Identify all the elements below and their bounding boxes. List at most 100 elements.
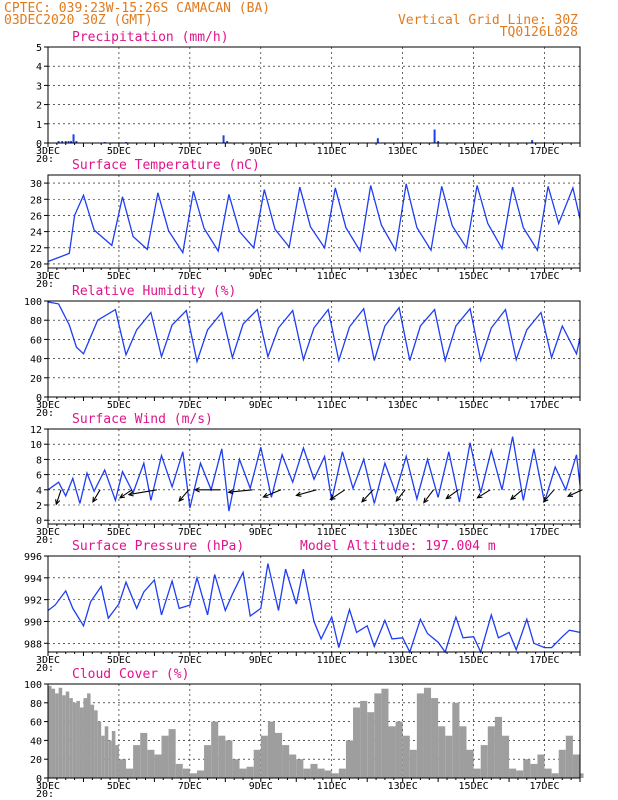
precip-xtick-label: 13DEC <box>388 146 418 157</box>
cloud-bar <box>133 745 141 778</box>
cloud-bar <box>97 721 102 778</box>
cloud-bar <box>466 749 474 778</box>
precip-ytick-label: 4 <box>36 62 42 73</box>
wind-arrow <box>361 489 374 503</box>
wind-arrow-head <box>542 496 549 503</box>
cloud-ytick-label: 100 <box>24 680 42 691</box>
cloud-bar <box>274 732 283 778</box>
cloud-bar <box>409 749 417 778</box>
precip-bar <box>531 140 534 143</box>
cloud-bar <box>65 691 70 778</box>
pressure-xtick-label: 3DEC <box>36 655 60 666</box>
precip-ytick-label: 2 <box>36 101 42 112</box>
cloud-bar <box>126 768 134 778</box>
cloud-bar <box>516 770 524 778</box>
pressure-panel: 988 990 992 994 996 3DEC 5DEC 7DEC 9DEC 11DEC 13DE… <box>24 539 581 674</box>
cloud-xtick-label: 7DEC <box>178 781 202 792</box>
cloud-bar <box>90 704 95 778</box>
wind-arrow <box>263 489 282 498</box>
cloud-bar <box>289 754 297 778</box>
humidity-ytick-label: 60 <box>30 335 42 346</box>
cloud-ytick-label: 60 <box>30 718 42 729</box>
header-location: CPTEC: 039:23W-15:26S CAMACAN (BA) <box>4 1 270 16</box>
temperature-ytick-label: 22 <box>30 244 42 255</box>
wind-ytick-label: 12 <box>30 425 42 436</box>
cloud-bar <box>423 687 432 778</box>
temperature-xtick-label: 13DEC <box>388 271 418 282</box>
cloud-bar <box>530 763 538 778</box>
cloud-bar <box>480 745 488 778</box>
header-date: 03DEC2020 30Z (GMT) <box>4 13 153 28</box>
cloud-bar <box>168 729 176 778</box>
wind-arrow <box>128 489 157 496</box>
cloud-bar <box>161 735 169 778</box>
pressure-xtick-label: 11DEC <box>317 655 347 666</box>
humidity-panel: 0 20 40 60 80 100 3DEC 5DEC 7DEC 9DEC 11DEC 13DEC 15… <box>24 284 581 419</box>
wind-arrow <box>395 489 406 502</box>
temperature-xtick-label: 15DEC <box>459 271 489 282</box>
cloud-bar <box>211 721 219 778</box>
wind-arrow-head <box>423 497 429 504</box>
cloud-xtick-label: 15DEC <box>459 781 489 792</box>
cloud-bar <box>324 770 332 778</box>
wind-ytick-label: 0 <box>36 516 42 527</box>
cloud-bar <box>388 726 396 778</box>
cloud-bar <box>246 766 254 778</box>
temperature-xtick-label: 7DEC <box>178 271 202 282</box>
precip-bar <box>75 141 78 143</box>
cloud-bar <box>509 768 517 778</box>
precip-bar <box>72 134 75 143</box>
cloud-bar <box>225 740 233 778</box>
temperature-xtick-label: 5DEC <box>107 271 131 282</box>
wind-arrow <box>510 489 523 500</box>
cloud-bar <box>452 702 460 778</box>
pressure-ytick-label: 988 <box>24 639 42 650</box>
humidity-xtick-label: 17DEC <box>529 400 559 411</box>
cloud-bar <box>303 768 311 778</box>
precip-panel: 0 1 2 3 4 5 3DEC 5DEC 7DEC 9DEC 11DEC 13DEC 15DEC 17D… <box>36 30 581 165</box>
cloud-bar <box>72 702 77 778</box>
cloud-bar <box>115 745 119 778</box>
wind-ytick-label: 4 <box>36 486 42 497</box>
cloud-bar <box>438 726 446 778</box>
cloud-bar <box>580 773 584 778</box>
wind-xtick-label: 11DEC <box>317 527 347 538</box>
pressure-title: Surface Pressure (hPa) <box>72 539 244 554</box>
pressure-plot-area <box>48 556 580 652</box>
cloud-bar <box>565 735 573 778</box>
cloud-bar <box>558 749 566 778</box>
temperature-ytick-label: 28 <box>30 195 42 206</box>
wind-plot-area <box>48 429 580 524</box>
cloud-bar <box>282 745 290 778</box>
humidity-xtick-label: 15DEC <box>459 400 489 411</box>
cloud-bar <box>76 700 80 778</box>
cloud-bar <box>232 759 240 778</box>
temperature-series-line <box>47 183 581 263</box>
pressure-ytick-label: 994 <box>24 574 42 585</box>
pressure-ytick-label: 992 <box>24 596 42 607</box>
cloud-bar <box>296 759 304 778</box>
wind-arrow-head <box>92 496 98 503</box>
cloud-bar <box>239 768 247 778</box>
wind-xtick-label: 9DEC <box>249 527 273 538</box>
precip-ytick-label: 1 <box>36 120 42 131</box>
wind-ytick-label: 2 <box>36 501 42 512</box>
cloud-bar <box>267 721 275 778</box>
wind-arrow-head <box>445 493 452 500</box>
cloud-bar <box>551 773 559 778</box>
temperature-year-stub: 20: <box>36 279 54 290</box>
temperature-ytick-label: 24 <box>30 228 42 239</box>
humidity-ytick-label: 40 <box>30 355 42 366</box>
cloud-bar <box>537 754 545 778</box>
cloud-bar <box>58 687 63 778</box>
wind-arrow-head <box>118 493 126 499</box>
cloud-bar <box>79 707 84 778</box>
cloud-xtick-label: 13DEC <box>388 781 418 792</box>
wind-xtick-label: 15DEC <box>459 527 489 538</box>
pressure-xtick-label: 17DEC <box>529 655 559 666</box>
cloud-bar <box>459 726 467 778</box>
cloud-bar <box>374 693 382 778</box>
cloud-bar <box>395 721 403 778</box>
humidity-ytick-label: 80 <box>30 316 42 327</box>
